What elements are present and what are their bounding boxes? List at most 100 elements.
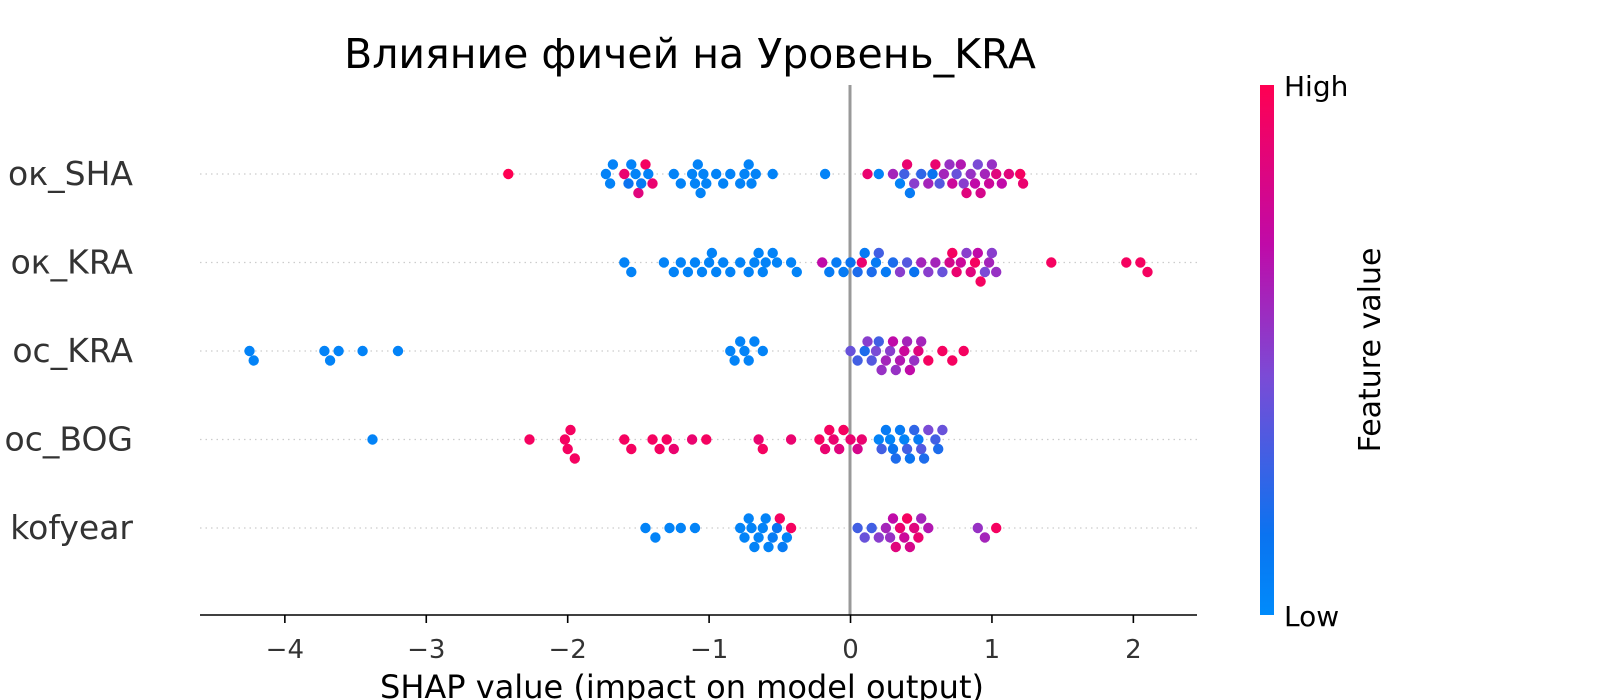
shap-point (901, 159, 913, 170)
chart-title: Влияние фичей на Уровень_KRA (344, 30, 1036, 78)
shap-point (763, 541, 774, 553)
shap-point (619, 168, 630, 180)
shap-point (607, 159, 619, 170)
x-tick-label: 0 (842, 635, 859, 665)
shap-point (904, 187, 916, 199)
shap-point (873, 336, 884, 347)
shap-point (661, 434, 672, 445)
shap-point (862, 168, 873, 180)
shap-point (961, 247, 972, 259)
feature-label: ос_BOG (5, 420, 133, 459)
shap-point (743, 159, 754, 170)
shap-point (901, 443, 913, 455)
shap-point (904, 541, 916, 553)
shap-point (918, 453, 930, 464)
shap-point (824, 424, 835, 436)
shap-point (774, 513, 785, 524)
shap-point (913, 345, 924, 357)
shap-point (930, 257, 941, 268)
shap-point (767, 168, 778, 180)
shap-point (901, 257, 913, 268)
shap-point (870, 345, 882, 357)
shap-point (909, 424, 920, 436)
shap-point (880, 355, 892, 366)
shap-point (1142, 266, 1153, 278)
shap-point (866, 266, 877, 278)
shap-point (692, 159, 703, 170)
shap-point (1135, 257, 1146, 268)
shap-point (668, 443, 679, 455)
shap-point (565, 424, 576, 436)
shap-point (972, 159, 983, 170)
shap-point (750, 168, 761, 180)
shap-point (923, 424, 934, 436)
shap-point (859, 247, 870, 259)
shap-point (1003, 168, 1015, 180)
shap-point (986, 159, 998, 170)
shap-point (899, 434, 910, 445)
shap-point (916, 168, 927, 180)
shap-point (845, 345, 856, 357)
shap-point (367, 434, 378, 445)
shap-point (930, 434, 941, 445)
x-axis-label: SHAP value (impact on model output) (380, 668, 984, 700)
shap-point (1015, 168, 1026, 180)
shap-point (569, 453, 580, 464)
shap-point (626, 159, 637, 170)
shap-point (760, 513, 771, 524)
shap-point (916, 257, 927, 268)
shap-point (894, 266, 906, 278)
shap-point (757, 345, 768, 357)
shap-point (862, 336, 873, 347)
shap-point (711, 168, 722, 180)
shap-point (643, 168, 654, 180)
colorbar-low-label: Low (1284, 600, 1339, 633)
shap-point (965, 266, 976, 278)
shap-point (689, 178, 701, 189)
shap-point (887, 513, 899, 524)
shap-point (767, 247, 778, 259)
shap-point (944, 159, 955, 170)
shap-point (937, 345, 948, 357)
shap-point (969, 178, 981, 189)
shap-point (947, 178, 958, 189)
shap-point (626, 443, 637, 455)
shap-point (244, 345, 255, 357)
shap-point (781, 532, 793, 543)
shap-point (392, 345, 404, 357)
shap-point (991, 266, 1002, 278)
shap-point (767, 532, 778, 543)
shap-point (675, 178, 686, 189)
shap-point (965, 168, 976, 180)
shap-point (991, 522, 1002, 534)
shap-point (873, 247, 884, 259)
shap-point (873, 168, 884, 180)
shap-point (689, 522, 701, 534)
shap-point (739, 345, 750, 357)
shap-point (718, 178, 729, 189)
shap-point (975, 276, 986, 287)
shap-point (785, 434, 797, 445)
shap-point (760, 257, 771, 268)
shap-point (916, 443, 927, 455)
colorbar-high-label: High (1284, 70, 1348, 103)
shap-point (757, 443, 768, 455)
shap-point (735, 257, 746, 268)
shap-point (880, 424, 892, 436)
shap-point (686, 434, 698, 445)
shap-point (979, 532, 991, 543)
shap-point (880, 522, 892, 534)
shap-point (899, 532, 910, 543)
shap-point (894, 355, 906, 366)
shap-point (819, 168, 831, 180)
shap-point (703, 257, 715, 268)
shap-point (701, 178, 712, 189)
shap-point (785, 522, 797, 534)
shap-point (916, 336, 927, 347)
shap-point (819, 443, 831, 455)
shap-point (735, 522, 746, 534)
shap-point (972, 522, 983, 534)
shap-point (856, 257, 867, 268)
shap-point (975, 187, 986, 199)
shap-point (503, 168, 514, 180)
